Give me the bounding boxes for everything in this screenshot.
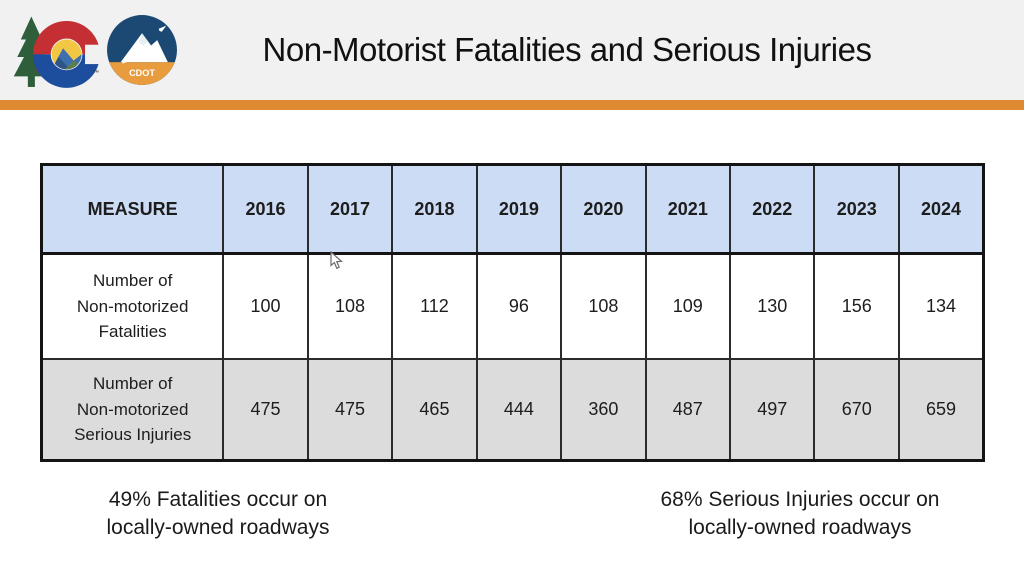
mouse-cursor-icon: [330, 251, 343, 270]
table-cell: 112: [391, 252, 478, 360]
header-year: 2016: [222, 163, 309, 255]
table-cell: 659: [897, 357, 985, 462]
footnote-fatalities: 49% Fatalities occur on locally-owned ro…: [106, 488, 330, 540]
fatalities-injuries-table: MEASURE 2016 2017 2018 2019 2020 2021 20…: [40, 163, 985, 462]
table-cell: 465: [391, 357, 478, 462]
header-year: 2021: [644, 163, 732, 255]
header-measure: MEASURE: [40, 163, 225, 255]
table-cell: 109: [644, 252, 732, 360]
header-year: 2019: [475, 163, 563, 255]
footnote-serious-injuries: 68% Serious Injuries occur on locally-ow…: [660, 488, 940, 540]
measure-label: Number of Non-motorized Serious Injuries: [40, 357, 225, 462]
cdot-logo: CDOT: [107, 15, 177, 85]
table-cell: 444: [475, 357, 563, 462]
table-cell: 156: [813, 252, 900, 360]
table-cell: 130: [729, 252, 816, 360]
logo-group: ™ CDOT: [0, 6, 180, 94]
header-year: 2023: [813, 163, 900, 255]
table-cell: 108: [306, 252, 394, 360]
table-cell: 497: [729, 357, 816, 462]
table-cell: 134: [897, 252, 985, 360]
table-row-fatalities: Number of Non-motorized Fatalities 100 1…: [40, 252, 985, 360]
table-cell: 475: [222, 357, 309, 462]
header-year: 2024: [897, 163, 985, 255]
slide-header: ™ CDOT Non-Motorist Fatalitie: [0, 0, 1024, 100]
measure-label: Number of Non-motorized Fatalities: [40, 252, 225, 360]
table-cell: 487: [644, 357, 732, 462]
header-year: 2020: [560, 163, 647, 255]
header-year: 2022: [729, 163, 816, 255]
table-cell: 475: [306, 357, 394, 462]
accent-divider-bar: [0, 100, 1024, 110]
table-cell: 100: [222, 252, 309, 360]
table-row-serious-injuries: Number of Non-motorized Serious Injuries…: [40, 357, 985, 462]
table-cell: 360: [560, 357, 647, 462]
table-cell: 96: [475, 252, 563, 360]
trademark-symbol: ™: [93, 70, 99, 77]
table-cell: 670: [813, 357, 900, 462]
header-year: 2017: [306, 163, 394, 255]
table-header-row: MEASURE 2016 2017 2018 2019 2020 2021 20…: [40, 163, 985, 255]
page-title: Non-Motorist Fatalities and Serious Inju…: [262, 31, 872, 68]
table-cell: 108: [560, 252, 647, 360]
cdot-wordmark: CDOT: [129, 68, 155, 78]
colorado-logo: ™: [13, 16, 100, 88]
header-year: 2018: [391, 163, 478, 255]
